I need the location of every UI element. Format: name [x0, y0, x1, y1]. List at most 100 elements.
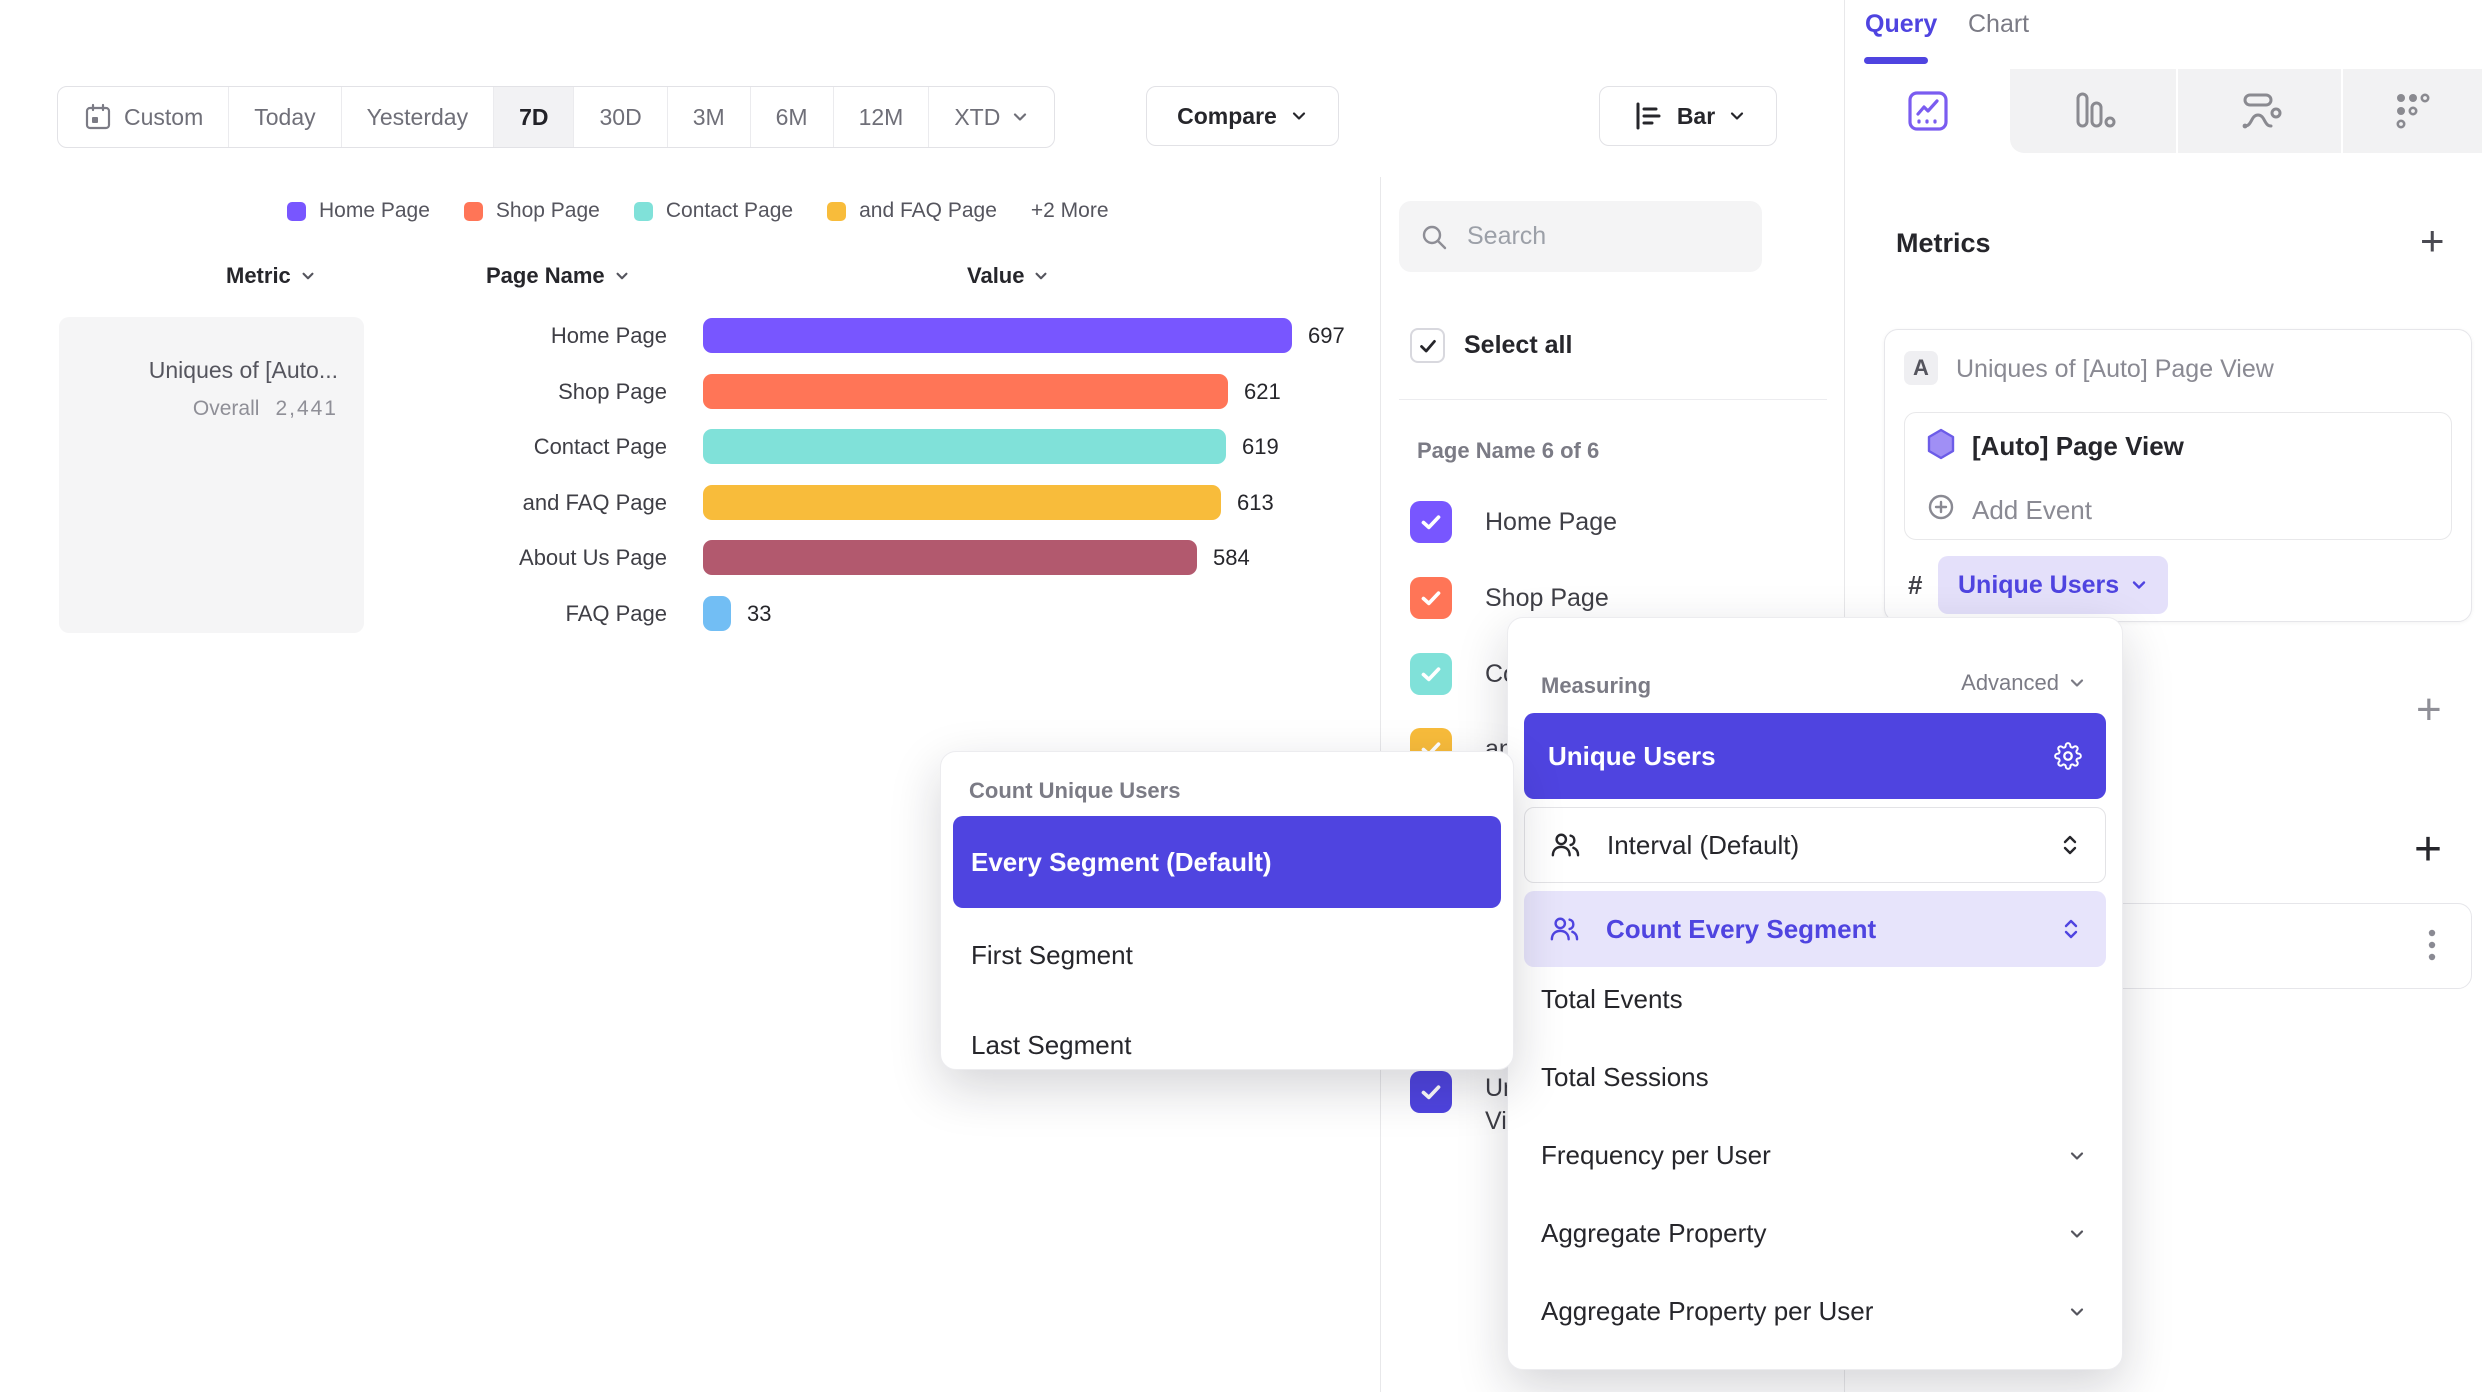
measuring-popup: Measuring Advanced Unique Users Interval…: [1507, 617, 2123, 1370]
bar-value-label: 613: [1237, 490, 1274, 515]
advanced-toggle[interactable]: Advanced: [1961, 670, 2086, 696]
add-event-button[interactable]: Add Event: [1972, 495, 2092, 525]
count-option-last-segment[interactable]: Last Segment: [971, 1030, 1132, 1060]
bar-row-label: and FAQ Page: [522, 490, 667, 515]
column-header-page-name[interactable]: Page Name: [486, 263, 630, 289]
segment-group-label: Page Name 6 of 6: [1417, 438, 1600, 463]
select-all-checkbox[interactable]: [1410, 328, 1445, 363]
legend-item[interactable]: Shop Page: [463, 199, 600, 223]
add-breakdown-button[interactable]: +: [2414, 823, 2443, 876]
aggregation-selector[interactable]: Unique Users: [1938, 556, 2169, 614]
more-options-icon[interactable]: [2428, 928, 2436, 962]
add-metric-button[interactable]: +: [2420, 217, 2445, 264]
people-icon: [1549, 831, 1581, 859]
date-range-30d[interactable]: 30D: [574, 87, 668, 147]
measuring-option-aggregate-property-per-user[interactable]: Aggregate Property per User: [1541, 1296, 2086, 1327]
event-name[interactable]: [Auto] Page View: [1972, 431, 2184, 461]
option-label: Total Sessions: [1541, 1062, 1709, 1092]
checkbox-univie[interactable]: [1410, 1071, 1452, 1113]
advanced-label: Advanced: [1961, 670, 2059, 695]
event-card: [1904, 412, 2452, 540]
interval-label: Interval (Default): [1607, 829, 1800, 860]
checkbox-contact-page[interactable]: [1410, 653, 1452, 695]
retention-icon: [2390, 88, 2436, 134]
chevron-down-icon: [2068, 1225, 2086, 1243]
measuring-option-total-sessions[interactable]: Total Sessions: [1541, 1062, 2086, 1093]
select-all-label: Select all: [1464, 331, 1573, 359]
add-filter-button[interactable]: +: [2416, 685, 2442, 734]
legend-item[interactable]: and FAQ Page: [827, 199, 997, 223]
count-option-first-segment[interactable]: First Segment: [971, 940, 1133, 970]
checkbox-home-page[interactable]: [1410, 501, 1452, 543]
chevron-down-icon: [2130, 576, 2148, 594]
bar-segment[interactable]: [703, 374, 1228, 409]
horizontal-bar-chart-icon: [1630, 99, 1664, 133]
measuring-option-aggregate-property[interactable]: Aggregate Property: [1541, 1218, 2086, 1249]
legend-label: and FAQ Page: [859, 199, 997, 222]
column-header-metric[interactable]: Metric: [226, 263, 316, 289]
bar-chart-icon: [2070, 88, 2116, 134]
compare-button[interactable]: Compare: [1146, 86, 1339, 146]
bar-row-label: Home Page: [550, 323, 667, 348]
chevron-down-icon: [2068, 1147, 2086, 1165]
legend-swatch: [827, 201, 847, 221]
chart-tab-flows[interactable]: [2178, 69, 2341, 153]
legend-item[interactable]: Home Page: [287, 199, 430, 223]
date-range-yesterday[interactable]: Yesterday: [342, 87, 495, 147]
chart-tab-bar-chart[interactable]: [2010, 69, 2176, 153]
check-icon: [1419, 339, 1436, 352]
tab-chart[interactable]: Chart: [1968, 10, 2030, 38]
date-range-6m[interactable]: 6M: [751, 87, 834, 147]
chevron-down-icon: [1033, 268, 1049, 284]
measuring-option-frequency-per-user[interactable]: Frequency per User: [1541, 1140, 2086, 1171]
bar-segment[interactable]: [703, 596, 731, 631]
column-header-value[interactable]: Value: [967, 263, 1049, 289]
bar-segment[interactable]: [703, 485, 1221, 520]
chevron-down-icon: [300, 268, 316, 284]
date-range-7d[interactable]: 7D: [494, 87, 575, 147]
chart-tab-retention[interactable]: [2343, 69, 2482, 153]
metric-row-badge: A: [1904, 351, 1938, 385]
legend-label: Contact Page: [665, 199, 794, 222]
bar-segment[interactable]: [703, 318, 1292, 353]
interval-selector[interactable]: Interval (Default): [1524, 807, 2106, 883]
measuring-option-unique-users[interactable]: Unique Users: [1524, 713, 2106, 799]
date-range-xtd[interactable]: XTD: [929, 87, 1054, 147]
date-range-label: Yesterday: [366, 103, 469, 130]
date-range-today[interactable]: Today: [229, 87, 342, 147]
date-range-3m[interactable]: 3M: [668, 87, 751, 147]
bar-value-label: 621: [1244, 379, 1281, 404]
selected-option-label: Every Segment (Default): [971, 846, 1272, 877]
chevron-down-icon: [614, 268, 630, 284]
option-label: Frequency per User: [1541, 1140, 1771, 1170]
legend-more-label[interactable]: +2 More: [1030, 199, 1109, 222]
chart-type-label: Bar: [1676, 102, 1716, 129]
segment-search[interactable]: [1399, 201, 1762, 272]
checkbox-shop-page[interactable]: [1410, 577, 1452, 619]
date-range-label: 6M: [775, 103, 808, 130]
legend-swatch: [287, 201, 306, 221]
tab-query[interactable]: Query: [1865, 10, 1938, 38]
bar-segment[interactable]: [703, 429, 1226, 464]
gear-icon[interactable]: [2054, 742, 2082, 770]
search-icon: [1419, 222, 1449, 252]
segment-mode-label: Count Every Segment: [1606, 913, 1877, 944]
measuring-title: Measuring: [1541, 673, 1652, 698]
bar-segment[interactable]: [703, 540, 1197, 575]
metric-summary-card[interactable]: Uniques of [Auto... Overall 2,441: [59, 317, 364, 633]
compare-label: Compare: [1177, 102, 1277, 129]
overall-label: Overall: [192, 397, 260, 420]
stepper-icon: [2059, 832, 2081, 858]
count-option-every-segment-default-[interactable]: Every Segment (Default): [953, 816, 1501, 908]
column-header-label: Metric: [226, 263, 291, 288]
date-range-custom[interactable]: Custom: [58, 87, 230, 147]
legend-swatch: [633, 201, 653, 221]
date-range-12m[interactable]: 12M: [834, 87, 930, 147]
legend-item[interactable]: Contact Page: [633, 199, 794, 223]
count-segment-selector[interactable]: Count Every Segment: [1524, 891, 2106, 967]
segment-label-shop-page: Shop Page: [1485, 584, 1609, 612]
search-input[interactable]: [1465, 221, 1742, 252]
measuring-option-total-events[interactable]: Total Events: [1541, 984, 2086, 1015]
chart-tab-insights[interactable]: [1845, 69, 2010, 153]
chart-type-button[interactable]: Bar: [1599, 86, 1777, 146]
